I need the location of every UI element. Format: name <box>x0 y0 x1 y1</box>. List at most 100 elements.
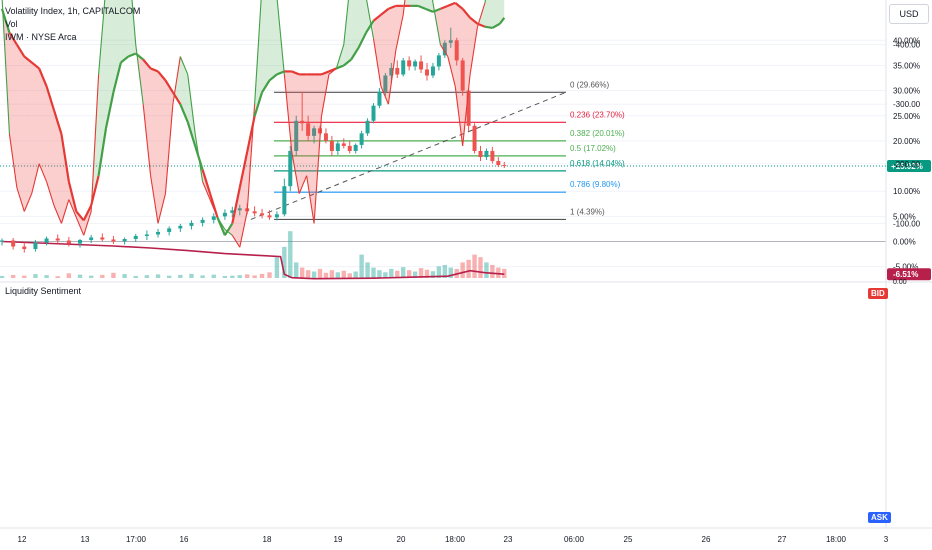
sentiment-line-b <box>372 13 382 22</box>
sentiment-fill <box>232 187 240 248</box>
sentiment-line-b <box>120 55 129 64</box>
sentiment-line-a <box>306 175 315 224</box>
compare-line <box>1 240 505 280</box>
volume-bar <box>189 273 194 278</box>
sentiment-line-a <box>150 175 159 224</box>
candle <box>448 27 453 48</box>
sentiment-line-b <box>23 55 33 64</box>
candle <box>419 55 424 73</box>
sentiment-fill <box>492 0 500 28</box>
candle <box>460 57 465 96</box>
candle-body <box>312 128 317 136</box>
sentiment-line-b <box>477 22 486 28</box>
sentiment-fill <box>299 74 307 194</box>
sentiment-line-a <box>224 228 233 236</box>
fibonacci-retracement[interactable]: 0 (29.66%) 0.236 (23.70%) 0.382 (20.01%) 0.… <box>0 80 886 221</box>
sentiment-line-b <box>90 175 100 206</box>
candle <box>89 234 94 244</box>
sentiment-fill <box>484 0 493 28</box>
last-price-label: +15.02% <box>891 162 923 171</box>
volume-bar <box>10 274 16 278</box>
compare-series-line <box>1 240 505 280</box>
volume-bar <box>341 270 346 278</box>
sentiment-line-b <box>491 22 501 29</box>
fib-level-label: 0 (29.66%) <box>570 80 609 89</box>
indicator-title[interactable]: Liquidity Sentiment <box>5 286 82 296</box>
candle <box>122 237 127 245</box>
volume-bar <box>365 262 370 278</box>
sentiment-line-a <box>432 2 441 45</box>
sentiment-line-a <box>343 0 349 45</box>
volume-bar <box>329 270 335 278</box>
candle-body <box>371 105 376 121</box>
fib-trend-line <box>250 91 567 220</box>
candle-body <box>335 143 340 151</box>
symbol-legend[interactable]: Volatility Index, 1h, CAPITALCOM <box>5 6 141 16</box>
time-tick-label: 13 <box>81 535 90 544</box>
volume-bar <box>274 257 280 278</box>
candle <box>502 162 507 169</box>
volume-bar <box>111 272 116 278</box>
liquidity-sentiment-plot <box>0 0 506 248</box>
volume-bar <box>282 246 287 278</box>
sentiment-fill <box>120 0 129 63</box>
sentiment-fill <box>418 0 426 9</box>
currency-button[interactable]: USD <box>889 4 929 24</box>
volume-bar <box>448 267 453 278</box>
candle <box>189 220 194 230</box>
volume-bar <box>155 274 161 278</box>
sentiment-line-b <box>432 7 441 13</box>
volume-bar <box>347 273 352 278</box>
sentiment-line-b <box>276 70 285 76</box>
volume-bar <box>288 231 293 278</box>
candle-body <box>377 91 382 106</box>
time-tick-label: 26 <box>702 535 711 544</box>
volume-bar <box>294 262 299 278</box>
sentiment-fill <box>98 0 107 176</box>
candle-body <box>282 186 287 215</box>
candle <box>100 233 105 242</box>
compare-legend[interactable]: IWM · NYSE Arca <box>5 32 77 42</box>
sentiment-line-b <box>150 67 159 73</box>
indicator-tick-label: -300.00 <box>893 100 921 109</box>
sentiment-line-a <box>31 163 40 194</box>
sentiment-line-a <box>254 0 262 105</box>
candle <box>282 178 287 217</box>
candle <box>359 130 364 149</box>
sentiment-fill <box>61 134 69 224</box>
volume-bar <box>222 275 228 278</box>
volume-bar <box>490 265 495 278</box>
candle <box>66 236 71 247</box>
sentiment-line-b <box>365 20 375 34</box>
time-tick-label: 18:00 <box>826 535 847 544</box>
volume-bar <box>267 272 272 278</box>
candle-body <box>133 235 138 239</box>
candle <box>395 60 400 79</box>
sentiment-fill <box>410 0 419 6</box>
volume-bar <box>299 267 305 278</box>
volume-bar <box>418 268 424 278</box>
candle <box>11 237 16 250</box>
volume-bar <box>478 257 483 278</box>
candle-body <box>341 143 346 146</box>
compare-price-label: -6.51% <box>893 270 918 279</box>
candle-body <box>389 67 394 76</box>
volume-bar <box>412 271 418 278</box>
sentiment-fill <box>254 0 263 117</box>
candle <box>0 238 4 246</box>
volume-bar <box>496 267 501 278</box>
time-tick-label: 16 <box>180 535 189 544</box>
sentiment-line-b <box>380 7 390 16</box>
volume-bar <box>377 270 382 278</box>
price-tick-label: 30.00% <box>893 87 920 96</box>
volume-legend[interactable]: Vol <box>5 19 18 29</box>
sentiment-line-a <box>335 44 345 69</box>
volume-bar <box>406 270 412 278</box>
sentiment-line-b <box>112 62 122 93</box>
sentiment-line-b <box>142 58 152 70</box>
sentiment-line-b <box>321 70 330 76</box>
sentiment-line-a <box>283 74 293 152</box>
candle-body <box>442 42 447 56</box>
sentiment-line-b <box>498 17 506 25</box>
